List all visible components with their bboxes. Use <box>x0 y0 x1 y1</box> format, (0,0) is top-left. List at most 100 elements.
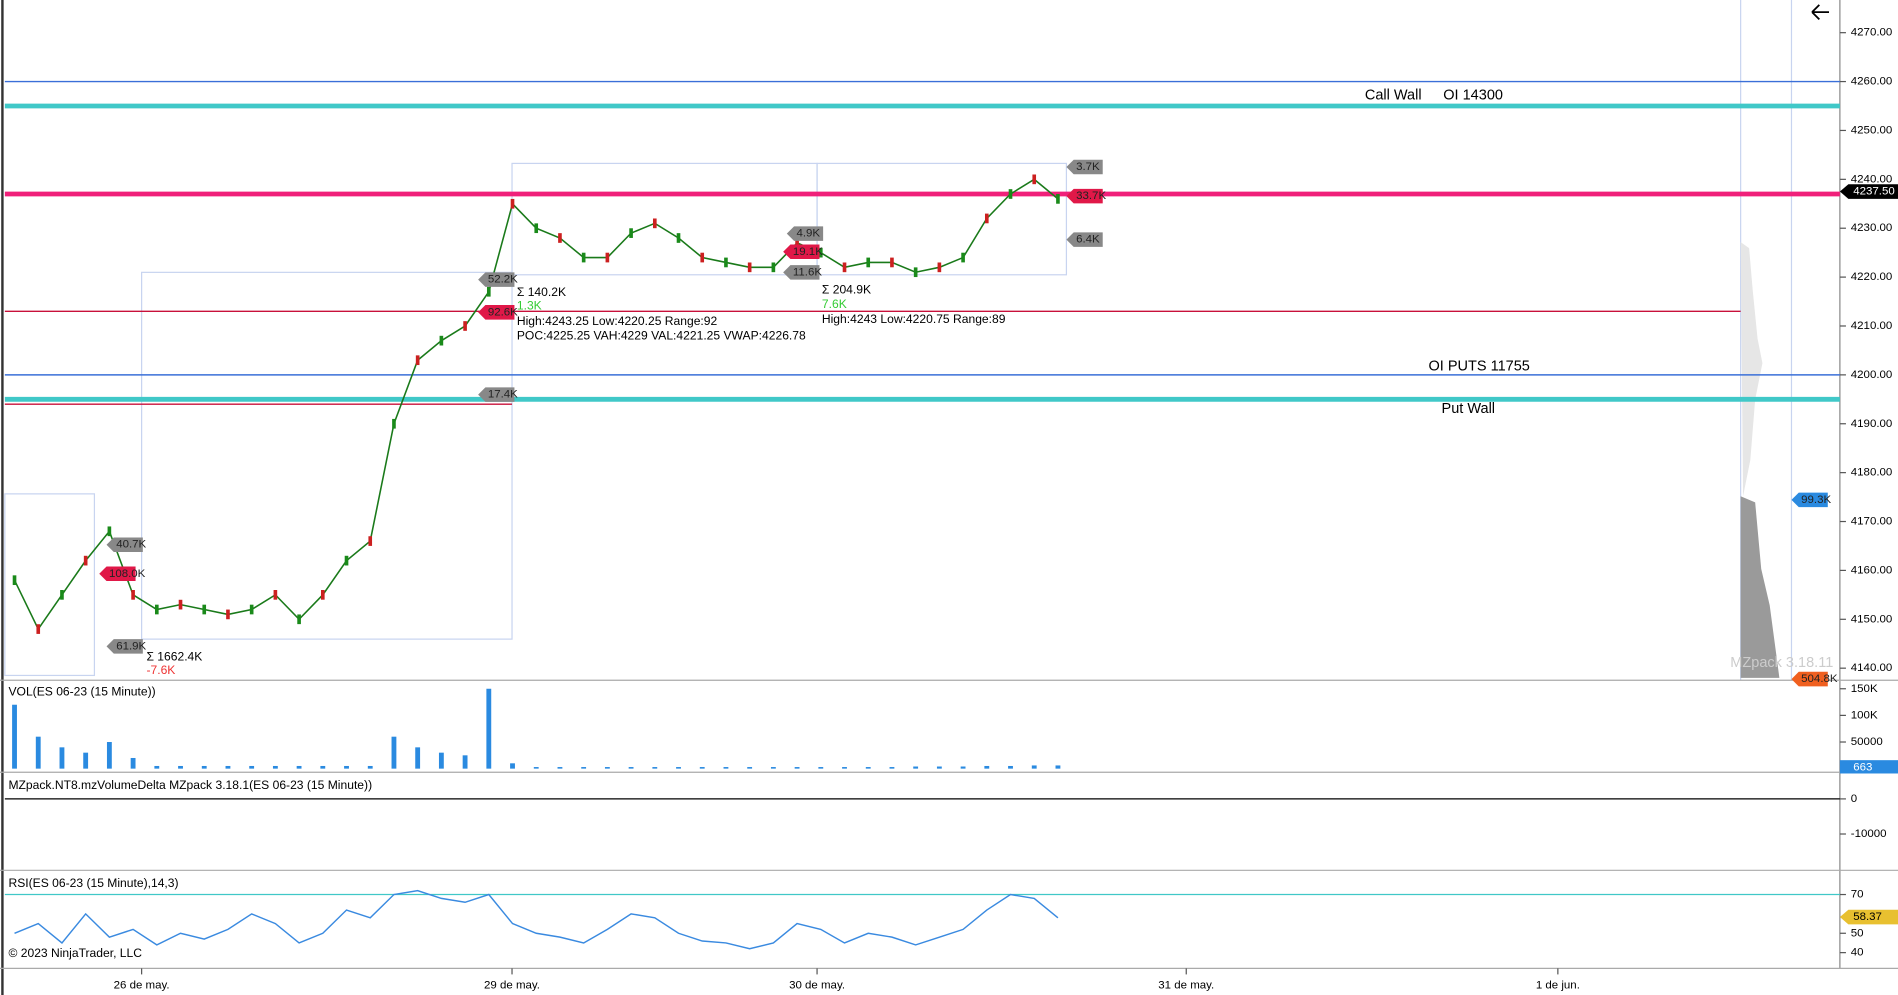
back-button[interactable] <box>1811 4 1830 21</box>
value-badge <box>783 265 820 280</box>
volume-bar <box>35 736 41 769</box>
volume-bar <box>913 766 919 769</box>
volume-bar <box>249 765 255 769</box>
candle <box>439 335 444 346</box>
badge-label: 19.1K <box>793 246 823 258</box>
candle <box>724 257 728 268</box>
volume-bar <box>1031 765 1037 769</box>
badge-label: 6.4K <box>1076 234 1100 246</box>
candle <box>581 252 586 263</box>
value-badge <box>1791 492 1828 508</box>
candle <box>866 257 871 268</box>
value-badge <box>106 639 143 654</box>
candle <box>202 604 207 615</box>
volume-bar <box>794 767 800 769</box>
volume-bar <box>770 767 776 769</box>
volume-last-badge <box>1839 760 1898 774</box>
annotation: -7.6K <box>146 663 175 677</box>
candle <box>890 257 894 268</box>
candle <box>12 575 17 586</box>
candle <box>60 590 64 600</box>
candle <box>273 590 278 600</box>
candle <box>297 614 301 625</box>
last-price-badge <box>1839 184 1898 199</box>
volume-bar <box>462 755 468 769</box>
profile-box <box>4 493 96 677</box>
volume-bar <box>130 757 136 769</box>
y-tick-label: 4220.00 <box>1851 271 1893 283</box>
candle <box>486 286 491 297</box>
volume-bar <box>581 767 587 769</box>
y-tick-label: 100K <box>1851 709 1878 721</box>
annotation: POC:4225.25 VAH:4229 VAL:4221.25 VWAP:42… <box>517 329 806 343</box>
candle <box>676 233 681 243</box>
volume-bar <box>747 767 753 769</box>
annotation: Σ 1662.4K <box>146 649 202 663</box>
y-tick-label: 4150.00 <box>1851 613 1893 625</box>
badge-label: 17.4K <box>488 389 518 401</box>
badge-label: 52.2K <box>488 274 518 286</box>
candle <box>913 267 918 278</box>
y-tick-label: 4250.00 <box>1851 124 1893 136</box>
pane-title: VOL(ES 06-23 (15 Minute)) <box>8 685 155 699</box>
volume-bar <box>201 765 207 769</box>
candle <box>510 198 515 209</box>
y-tick-label: 50000 <box>1851 736 1883 748</box>
y-tick-label: 50 <box>1851 927 1864 939</box>
y-tick-label: 4180.00 <box>1851 467 1893 479</box>
volume-bar <box>1008 765 1013 769</box>
candle <box>961 252 965 263</box>
annotation: High:4243.25 Low:4220.25 Range:92 <box>517 314 718 328</box>
candle <box>700 252 705 263</box>
volume-bar <box>178 765 183 769</box>
y-tick-label: 4200.00 <box>1851 369 1893 381</box>
volume-bar <box>557 767 563 769</box>
y-tick-label: 150K <box>1851 683 1878 695</box>
volume-bar <box>865 767 871 769</box>
badge-label: 11.6K <box>793 266 822 278</box>
candle <box>1008 189 1013 199</box>
y-tick-label: 4240.00 <box>1851 173 1893 185</box>
pane-title: RSI(ES 06-23 (15 Minute),14,3) <box>8 876 178 890</box>
annotation: 7.6K <box>822 297 847 311</box>
volume-bar <box>225 765 231 769</box>
y-tick-label: 4260.00 <box>1851 76 1893 88</box>
volume-bar <box>960 766 966 769</box>
candle <box>818 247 823 258</box>
volume-bar <box>936 766 942 769</box>
x-tick-label: 30 de may. <box>789 979 845 991</box>
candle <box>226 609 230 620</box>
volume-bar <box>12 704 17 769</box>
volume-bar <box>984 765 990 769</box>
candle <box>1032 174 1037 185</box>
value-badge <box>1791 671 1828 687</box>
value-badge <box>478 387 515 402</box>
badge-label: 40.7K <box>116 539 146 551</box>
candle <box>83 555 88 566</box>
candle <box>36 624 41 634</box>
volume-bar <box>1055 765 1061 769</box>
value-badge <box>1066 188 1103 204</box>
value-badge <box>478 272 515 287</box>
badge-label: 108.0K <box>109 568 146 580</box>
badge-label: 4.9K <box>796 228 820 240</box>
last-price-label: 4237.50 <box>1853 186 1895 198</box>
rsi-last: 58.37 <box>1853 911 1882 923</box>
candle <box>795 238 799 248</box>
volume-bar <box>723 767 729 769</box>
candle <box>344 555 349 566</box>
level-label: OI PUTS 11755 <box>1428 359 1529 375</box>
badge-label: 61.9K <box>116 640 146 652</box>
x-tick-label: 1 de jun. <box>1536 979 1580 991</box>
volume-bar <box>842 767 847 769</box>
candle <box>320 590 325 600</box>
value-badge <box>106 537 143 552</box>
value-badge <box>783 244 820 260</box>
annotation: Σ 204.9K <box>822 283 871 297</box>
candle <box>984 213 989 224</box>
candle <box>937 262 942 273</box>
badge-label: 3.7K <box>1076 161 1100 173</box>
y-tick-label: -10000 <box>1851 828 1887 840</box>
volume-profile <box>1740 496 1780 678</box>
